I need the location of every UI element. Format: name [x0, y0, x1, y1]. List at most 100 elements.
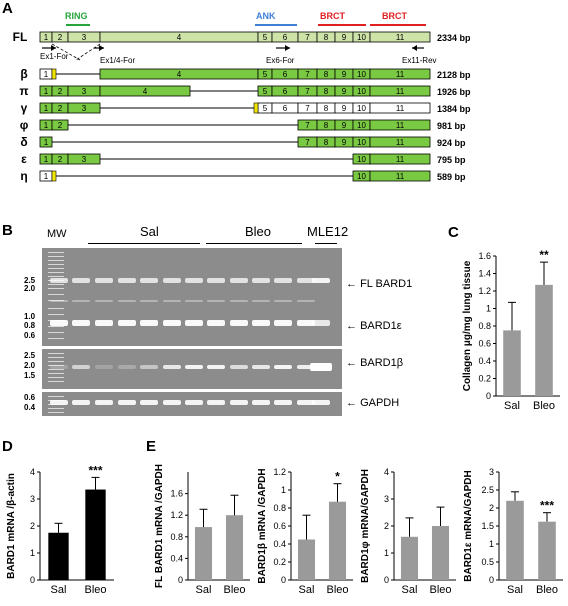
- chart-e3: 0 1 2 3 4 Sal Bleo BARD1φ mRNA/GAPDH: [360, 467, 456, 596]
- gel-top-band-28: [252, 320, 270, 326]
- gel-sal-label: Sal: [140, 224, 159, 239]
- ladder-top-3: 0.8: [24, 321, 36, 330]
- isoform-row-6-exon-11: [369, 153, 431, 165]
- gel-top-ladder-16: [48, 332, 64, 333]
- ladder-mid-2: 1.5: [24, 371, 36, 380]
- gel-image-middle: [42, 349, 342, 389]
- chart-d-ytick-label-0: 0: [30, 575, 35, 585]
- gel-top-ladder-11: [48, 300, 64, 301]
- isoform-row-4-exon-label-7: 7: [305, 121, 310, 130]
- isoform-row-0-exon-label-7: 7: [305, 33, 310, 42]
- isoform-row-6-exon-label-10: 10: [357, 155, 366, 164]
- chart-c-ytick-label-0: 0: [486, 391, 491, 401]
- gel-mid-band-9: [252, 365, 270, 369]
- isoform-row-3-exon-label-8: 8: [324, 104, 329, 113]
- gel-bot-band-11: [297, 400, 315, 405]
- ladder-bot-0: 0.6: [24, 393, 36, 402]
- isoform-row-7-exon-label-10: 10: [357, 172, 366, 181]
- isoform-row-2-exon-label-2: 2: [58, 87, 63, 96]
- gel-bot-band-7: [207, 400, 225, 405]
- isoform-row-4-exon-2: [51, 119, 69, 131]
- isoform-row-6-exon-label-2: 2: [58, 155, 63, 164]
- chart-e2-ytick-label-3: 0.6: [273, 521, 286, 531]
- isoform-row-3-exon-11: [369, 102, 431, 114]
- gel-bot-band-12: [312, 400, 330, 405]
- chart-c-ytick-label-3: 0.6: [478, 339, 491, 349]
- ring-domain-label: RING: [65, 11, 88, 21]
- gel-image-bottom: [42, 392, 342, 416]
- chart-e2-ytick-label-0: 0: [281, 575, 286, 585]
- ank-domain-label: ANK: [256, 11, 276, 21]
- chart-d-xlabel-1: Bleo: [84, 584, 106, 596]
- isoform-row-5-exon-label-9: 9: [342, 138, 347, 147]
- isoform-row-1-exon-11: [369, 68, 431, 80]
- gel-top-band-20: [185, 300, 203, 302]
- isoform-row-2-exon-label-5: 5: [263, 87, 268, 96]
- brct2-domain-label: BRCT: [382, 11, 407, 21]
- isoform-row-5-exon-label-1: 1: [44, 138, 49, 147]
- chart-e1-ylabel: FL BARD1 mRNA /GAPDH: [154, 464, 165, 588]
- gel-top-band-37: [312, 320, 330, 326]
- isoform-row-4-exon-label-10: 10: [357, 121, 366, 130]
- isoform-row-3-exon-label-10: 10: [357, 104, 366, 113]
- ladder-top-4: 0.6: [24, 331, 36, 340]
- chart-c: 0 0.2 0.4 0.6 0.8 1 1.2 1.4 1.6 Sal Bleo ** Collagen…: [462, 248, 560, 412]
- chart-e1-ytick-label-2: 0.8: [170, 532, 183, 542]
- ladder-bot-1: 0.4: [24, 403, 36, 412]
- chart-d: 0 1 2 3 4 Sal Bleo *** BARD1 mRNA /β-actin: [6, 463, 114, 596]
- isoform-row-2-exon-label-10: 10: [357, 87, 366, 96]
- chart-c-xlabel-0: Sal: [504, 400, 520, 412]
- isoform-row-0-exon-label-2: 2: [58, 33, 63, 42]
- panel-label-c: C: [448, 224, 459, 241]
- chart-e4-bar-1: [538, 521, 556, 580]
- chart-e3-xlabel-0: Sal: [402, 584, 418, 596]
- gel-bot-ladder-0: [48, 396, 64, 397]
- gel-mid-ladder-5: [48, 373, 64, 374]
- chart-c-ytick-label-5: 1: [486, 304, 491, 314]
- gel-top-band-15: [163, 278, 181, 283]
- gel-mid-band-6: [185, 365, 203, 369]
- gel-top-band-22: [207, 320, 225, 326]
- gel-top-ladder-12: [48, 308, 64, 309]
- gel-mid-ladder-2: [48, 361, 64, 362]
- chart-d-ytick-label-3: 3: [30, 494, 35, 504]
- isoform-row-7-exon-11: [369, 170, 431, 182]
- chart-c-ytick-label-2: 0.4: [478, 356, 491, 366]
- gel-top-band-24: [230, 278, 248, 283]
- gel-mid-band-3: [118, 365, 136, 369]
- chart-c-ytick-label-7: 1.4: [478, 269, 491, 279]
- chart-d-ytick-label-1: 1: [30, 548, 35, 558]
- gel-top-band-3: [72, 278, 90, 283]
- chart-e3-ytick-label-3: 3: [384, 494, 389, 504]
- chart-c-ytick-label-6: 1.2: [478, 286, 491, 296]
- isoform-row-6-name: ε: [21, 152, 27, 166]
- chart-c-bar-1: [535, 284, 553, 396]
- chart-c-ytick-label-4: 0.8: [478, 321, 491, 331]
- primer-arrow-ex6for-head: [285, 45, 290, 51]
- gel-top-band-8: [95, 300, 113, 302]
- gel-top-band-4: [72, 320, 90, 326]
- chart-d-bar-1: [85, 489, 106, 580]
- gel-mid-band-11: [297, 365, 315, 369]
- chart-e1-bar-0: [194, 527, 213, 580]
- isoform-row-3-exon-label-3: 3: [82, 104, 87, 113]
- chart-c-ytick-label-1: 0.2: [478, 374, 491, 384]
- gel-bot-band-0: [50, 400, 68, 405]
- gel-mid-band-5: [163, 365, 181, 369]
- chart-d-bar-0: [48, 532, 69, 580]
- chart-c-annot-1: **: [539, 248, 549, 262]
- isoform-row-4-exon-label-8: 8: [324, 121, 329, 130]
- gel-top-band-23: [207, 300, 225, 302]
- isoform-row-1-yellow-mark: [51, 68, 57, 80]
- gel-mle12-label: MLE12: [307, 224, 349, 239]
- isoform-row-4-size: 981 bp: [437, 121, 466, 131]
- isoform-row-2-exon-label-1: 1: [44, 87, 49, 96]
- gel-top-band-27: [252, 278, 270, 283]
- isoform-row-2-exon-11: [369, 85, 431, 97]
- chart-d-ylabel: BARD1 mRNA /β-actin: [6, 473, 17, 579]
- bleo-underline: [206, 243, 302, 244]
- isoform-row-0-name: FL: [13, 30, 28, 44]
- gel-top-band-25: [230, 320, 248, 326]
- panel-label-e: E: [146, 438, 157, 455]
- chart-e2-ytick-label-5: 1: [281, 485, 286, 495]
